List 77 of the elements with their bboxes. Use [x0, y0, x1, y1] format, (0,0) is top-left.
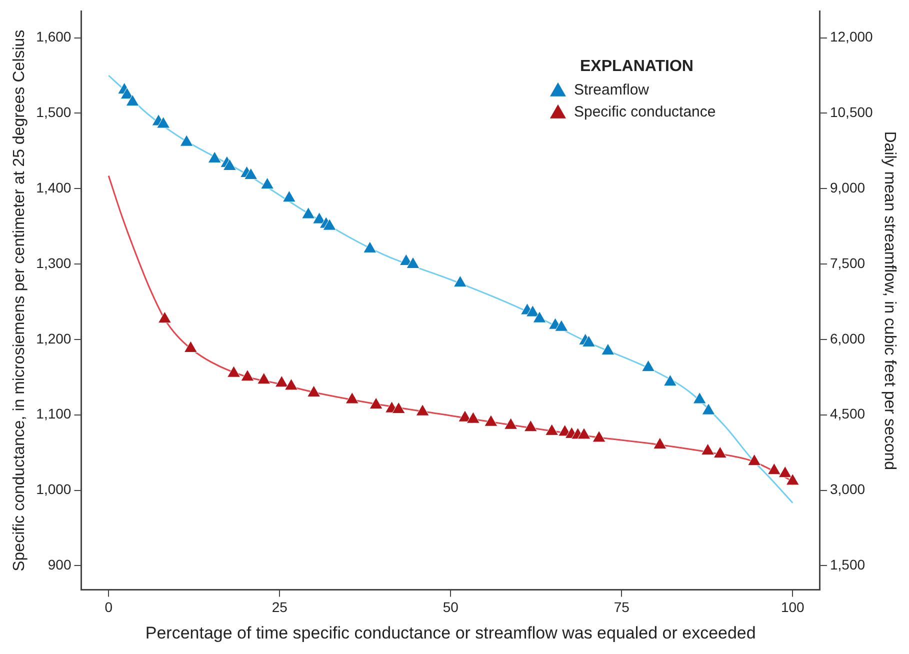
line-series — [108, 74, 794, 504]
y2-tick-label: 10,500 — [830, 104, 874, 120]
point — [158, 311, 172, 324]
point — [274, 375, 288, 388]
point — [282, 190, 296, 202]
point — [302, 207, 316, 219]
point — [240, 369, 254, 382]
legend-label: Specific conductance — [574, 104, 716, 121]
legend-label: Streamflow — [574, 82, 650, 99]
y2-tick-label: 9,000 — [830, 179, 866, 196]
point — [184, 340, 198, 352]
point — [466, 412, 480, 424]
point — [416, 404, 430, 416]
x-tick-label: 75 — [614, 599, 630, 616]
point — [369, 397, 383, 410]
y2-tick-label: 4,500 — [830, 406, 866, 422]
point — [701, 443, 715, 456]
x-tick-label: 25 — [272, 599, 288, 616]
point — [601, 343, 615, 355]
y-tick-label: 1,200 — [36, 330, 72, 346]
point — [786, 473, 800, 486]
y-tick-label: 1,400 — [36, 179, 72, 196]
point — [484, 414, 498, 426]
point — [748, 454, 762, 466]
point — [653, 437, 667, 450]
point — [713, 446, 727, 458]
point — [702, 403, 716, 415]
y-tick-label: 900 — [48, 556, 72, 573]
x-tick-label: 0 — [104, 599, 113, 616]
y-tick-label: 1,000 — [36, 481, 72, 498]
point — [392, 402, 406, 414]
y-tick-label: 1,300 — [36, 254, 72, 271]
point — [504, 418, 518, 430]
point — [642, 360, 656, 372]
point — [532, 311, 546, 323]
y-tick-label: 1,100 — [36, 406, 72, 422]
point — [453, 275, 467, 288]
point — [592, 430, 606, 442]
point — [260, 177, 274, 190]
y2-tick-label: 7,500 — [830, 254, 866, 271]
point — [244, 168, 258, 180]
y-axis-title: Specific conductance, in microsiemens per centimeter at 25 degrees Celsius — [11, 30, 28, 572]
x-tick-label: 50 — [442, 599, 459, 616]
point — [156, 116, 170, 128]
y-tick-label: 1,600 — [36, 28, 72, 45]
point — [322, 218, 336, 230]
point — [180, 134, 194, 146]
y2-tick-label: 3,000 — [830, 481, 866, 498]
x-axis-title: Percentage of time specific conductance or streamflow was equaled or exceeded — [145, 623, 756, 642]
point — [126, 94, 140, 106]
point — [663, 374, 677, 386]
point — [767, 462, 781, 475]
point — [222, 158, 236, 170]
y2-tick-label: 1,500 — [830, 556, 866, 573]
point — [363, 241, 377, 253]
point — [577, 427, 591, 440]
y2-axis-title: Daily mean streamflow, in cubic feet per second — [880, 131, 898, 470]
point — [554, 320, 568, 332]
point — [582, 335, 596, 347]
point — [120, 87, 134, 100]
point — [307, 385, 321, 397]
y2-tick-label: 12,000 — [830, 28, 874, 45]
point — [778, 466, 792, 478]
point — [257, 372, 271, 384]
point — [227, 366, 241, 378]
point — [524, 420, 538, 432]
point — [208, 151, 222, 163]
legend-title: EXPLANATION — [580, 58, 694, 75]
point — [284, 378, 298, 390]
y2-tick-label: 6,000 — [830, 330, 866, 346]
point — [345, 392, 359, 404]
x-tick-label: 100 — [780, 599, 805, 616]
point — [545, 424, 559, 436]
point — [526, 305, 540, 317]
point — [692, 392, 706, 404]
point — [406, 256, 420, 269]
y-tick-label: 1,500 — [36, 104, 72, 120]
